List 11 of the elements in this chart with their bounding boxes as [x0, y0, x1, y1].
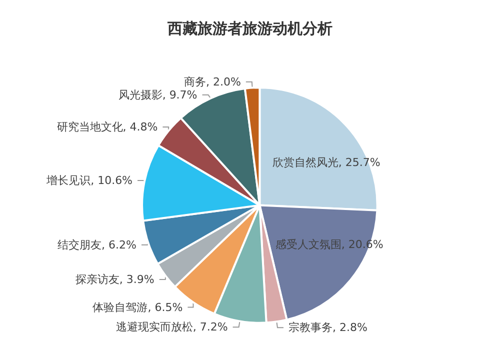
slice-label: 体验自驾游, 6.5% [92, 300, 183, 314]
slice-label: 欣赏自然风光, 25.7% [272, 156, 380, 169]
slice-label: 研究当地文化, 4.8% [56, 120, 158, 134]
slice-label: 宗教事务, 2.8% [288, 321, 368, 334]
slice-label: 增长见识, 10.6% [46, 174, 133, 188]
slice-label: 风光摄影, 9.7% [118, 88, 198, 102]
chart-title: 西藏旅游者旅游动机分析 [166, 20, 332, 38]
slice-label: 探亲访友, 3.9% [75, 272, 154, 286]
slice-label: 逃避现实而放松, 7.2% [116, 320, 228, 334]
slice-label: 商务, 2.0% [184, 75, 241, 88]
slice-label: 结交朋友, 6.2% [58, 238, 136, 252]
